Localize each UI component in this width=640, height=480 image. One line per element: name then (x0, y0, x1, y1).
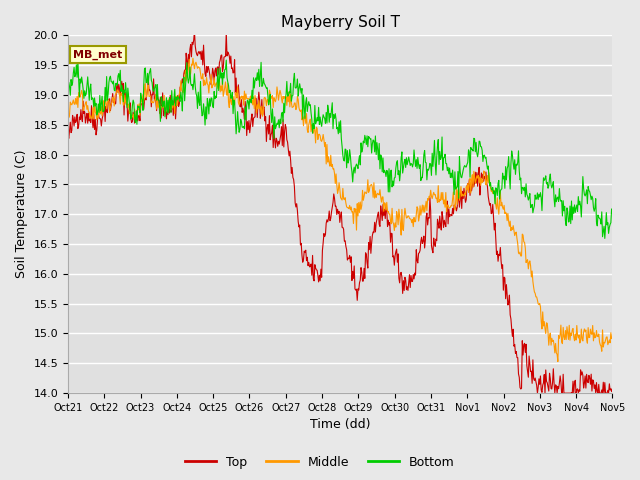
Top (407, 273, 415, 278)
Bottom (64, 86, 72, 92)
Middle (74, 105, 82, 110)
Bottom (223, 57, 230, 63)
Bottom (214, 66, 222, 72)
Top (534, 390, 541, 396)
Line: Bottom: Bottom (68, 60, 612, 239)
Bottom (609, 210, 616, 216)
Top (74, 126, 82, 132)
Title: Mayberry Soil T: Mayberry Soil T (281, 15, 400, 30)
Middle (130, 116, 138, 121)
Bottom (407, 161, 415, 167)
Y-axis label: Soil Temperature (C): Soil Temperature (C) (15, 150, 28, 278)
Top (215, 72, 223, 77)
Bottom (601, 236, 609, 241)
Middle (609, 335, 616, 340)
Top (130, 114, 138, 120)
Bottom (74, 58, 82, 63)
Top (609, 385, 616, 391)
Bottom (130, 100, 138, 106)
Middle (423, 208, 431, 214)
Middle (407, 216, 415, 222)
Bottom (186, 76, 193, 82)
Text: MB_met: MB_met (74, 49, 123, 60)
Middle (189, 55, 196, 61)
X-axis label: Time (dd): Time (dd) (310, 419, 371, 432)
Top (423, 210, 431, 216)
Line: Middle: Middle (68, 58, 612, 361)
Middle (64, 105, 72, 111)
Middle (554, 359, 562, 364)
Bottom (423, 177, 431, 183)
Top (64, 133, 72, 139)
Top (191, 28, 198, 34)
Top (186, 61, 193, 67)
Middle (186, 56, 193, 62)
Legend: Top, Middle, Bottom: Top, Middle, Bottom (180, 451, 460, 474)
Line: Top: Top (68, 31, 612, 393)
Middle (215, 82, 223, 88)
